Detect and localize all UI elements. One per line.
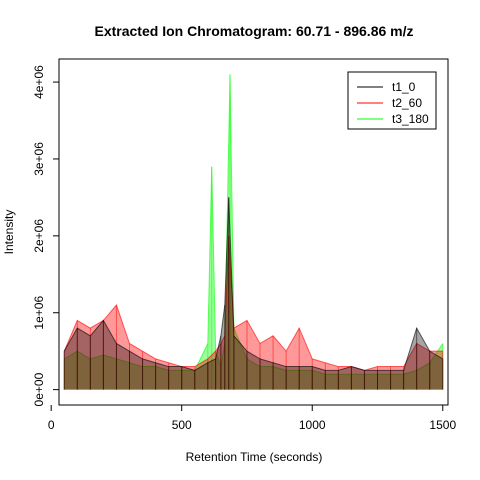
y-axis-label: Intensity	[2, 210, 16, 255]
legend-label-t1_0: t1_0	[392, 80, 416, 94]
y-tick-label: 4e+06	[32, 65, 46, 99]
y-tick-label: 2e+06	[32, 219, 46, 253]
series-line-t3_180	[63, 74, 444, 375]
series-area-t3_180	[64, 74, 443, 390]
plot-frame	[58, 58, 449, 406]
legend: t1_0 t2_60 t3_180	[347, 71, 437, 130]
legend-label-t3_180: t3_180	[392, 112, 429, 126]
x-tick-label: 500	[172, 418, 192, 432]
y-tick-label: 0e+00	[32, 372, 46, 406]
x-tick-label: 1000	[299, 418, 326, 432]
y-tick-label: 1e+06	[32, 296, 46, 330]
y-tick-label: 3e+06	[32, 142, 46, 176]
series-layer	[63, 74, 444, 390]
legend-label-t2_60: t2_60	[392, 96, 422, 110]
x-axis: 0 500 1000 1500	[48, 405, 456, 432]
series-area-t2_60	[64, 235, 443, 390]
x-axis-label: Retention Time (seconds)	[186, 450, 323, 464]
chart-title: Extracted Ion Chromatogram: 60.71 - 896.…	[95, 23, 414, 39]
y-axis: 0e+00 1e+06 2e+06 3e+06 4e+06	[32, 65, 59, 406]
x-tick-label: 1500	[429, 418, 456, 432]
series-area-t1_0	[64, 197, 443, 390]
x-tick-label: 0	[48, 418, 55, 432]
